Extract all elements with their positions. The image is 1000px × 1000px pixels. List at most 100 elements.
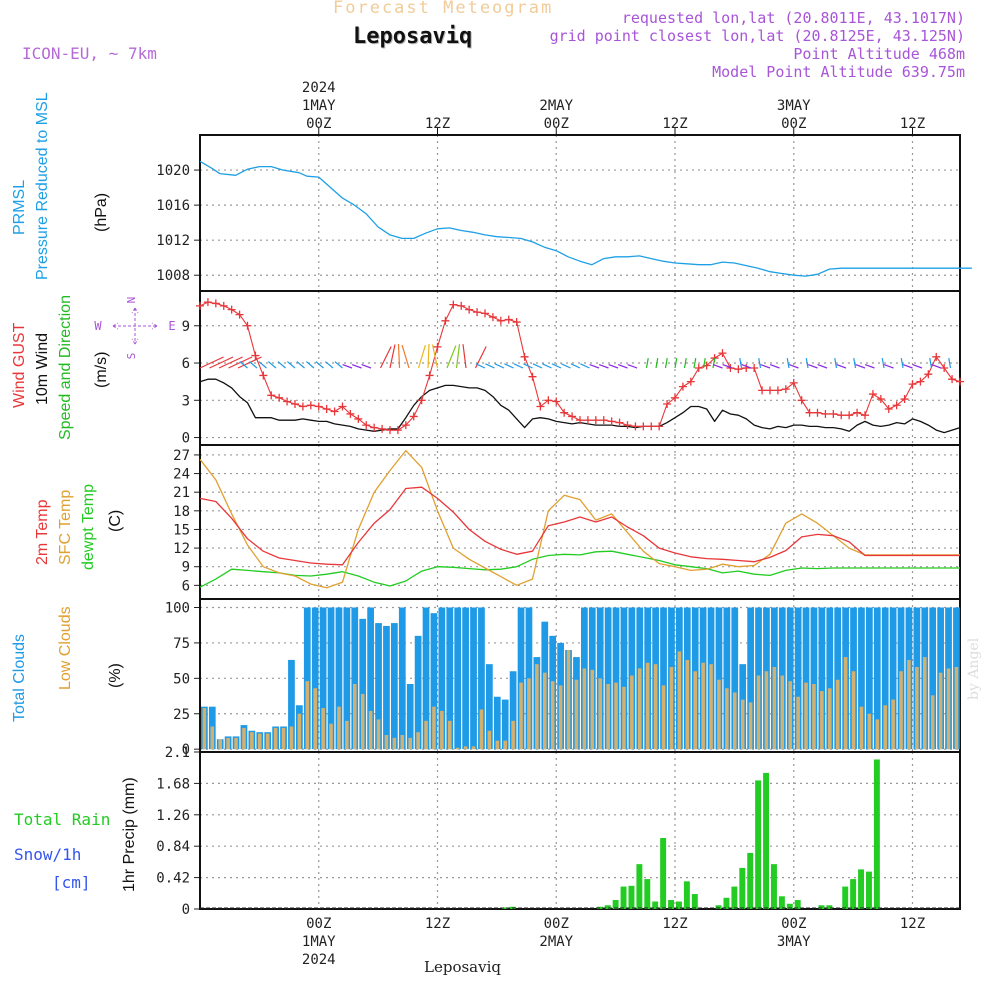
total-clouds-bar [715, 607, 723, 750]
model-label: ICON-EU, ~ 7km [22, 44, 157, 63]
gust-marker [227, 305, 236, 314]
rain-bar [739, 867, 746, 909]
gust-marker [639, 422, 648, 431]
low-clouds-bar [598, 678, 602, 750]
gust-marker [599, 416, 608, 425]
gust-marker [734, 365, 743, 374]
wind-direction-arrow [209, 356, 234, 369]
wind-direction-arrow [551, 363, 562, 369]
y-tick-label: 1012 [156, 233, 190, 249]
compass-rose [112, 307, 158, 345]
low-clouds-bar [519, 682, 523, 750]
low-clouds-bar [938, 672, 943, 750]
temp-2m-line [199, 486, 960, 566]
y-tick-label: 9 [182, 560, 190, 576]
low-clouds-bar [527, 678, 531, 750]
total-clouds-bar [612, 607, 620, 750]
wind-direction-arrow [739, 358, 743, 369]
wind-direction-arrow [664, 358, 668, 369]
time-day-label: 3MAY [777, 934, 811, 950]
wind-direction-arrow [305, 361, 315, 369]
low-clouds-bar [471, 746, 476, 750]
total-clouds-bar [454, 607, 462, 750]
rain-bar [786, 903, 793, 909]
wind-direction-arrow [542, 363, 552, 369]
low-clouds-bar [353, 684, 357, 750]
low-clouds-bar [820, 691, 824, 750]
rain-bar [660, 837, 667, 909]
gust-marker [417, 396, 426, 405]
gust-marker [393, 426, 402, 435]
y-tick-label: 1020 [156, 163, 190, 179]
gust-marker [504, 315, 513, 324]
gust-marker [465, 305, 474, 314]
pressure-label: Pressure Reduced to MSL [34, 92, 51, 280]
total-clouds-bar [383, 625, 390, 750]
wind-direction-arrow [218, 356, 243, 369]
gust-marker [401, 421, 410, 430]
gust-marker [853, 408, 862, 417]
wind-direction-arrow [929, 358, 933, 369]
low-clouds-bar [740, 699, 745, 750]
gust-marker [481, 309, 489, 318]
low-clouds-bar [661, 685, 666, 750]
total-clouds-bar [826, 607, 834, 750]
gust-marker [576, 416, 584, 425]
rain-bar [747, 852, 754, 909]
total-clouds-bar [478, 607, 485, 750]
gust-marker [473, 308, 482, 317]
gust-marker [583, 416, 592, 425]
total-clouds-bar [747, 607, 754, 750]
gust-marker [742, 364, 751, 372]
low-clouds-bar [875, 719, 880, 750]
wind-direction-arrow [296, 361, 305, 369]
low-clouds-bar [535, 664, 539, 750]
wind-direction-arrow [817, 364, 828, 369]
low-clouds-bar [669, 667, 674, 750]
total-clouds-bar [486, 664, 493, 750]
y-tick-label: 0.84 [156, 839, 190, 855]
wind-direction-arrow [570, 363, 581, 369]
wind-direction-arrow [286, 361, 296, 369]
low-clouds-bar [835, 679, 840, 750]
low-clouds-bar [677, 651, 682, 750]
low-clouds-bar [859, 706, 864, 750]
gust-marker [924, 370, 933, 379]
low-clouds-bar [313, 688, 317, 750]
wind-direction-arrow [239, 361, 248, 369]
wind-direction-arrow [674, 358, 678, 369]
total-clouds-bar [810, 607, 818, 750]
gust-marker [560, 408, 569, 417]
wind-direction-arrow [912, 364, 923, 369]
wind-direction-arrow [532, 363, 543, 369]
gust-marker [552, 397, 561, 406]
total-clouds-bar [422, 607, 430, 750]
gust-marker [306, 401, 315, 410]
gust-marker [678, 382, 687, 391]
wind-direction-arrow [627, 364, 638, 369]
wind-direction-arrow [485, 363, 495, 369]
gust-marker [900, 395, 909, 404]
gust-marker [758, 386, 767, 395]
low-clouds-bar [360, 693, 365, 750]
gust-marker [275, 393, 284, 402]
low-clouds-label: Low Clouds [57, 606, 74, 690]
gust-marker [330, 407, 339, 416]
gust-marker [544, 396, 553, 405]
gust-marker [338, 402, 347, 411]
y-tick-label: 6 [182, 356, 190, 372]
rain-bar [612, 900, 619, 909]
rain-bar [636, 864, 643, 909]
gust-marker [948, 375, 957, 384]
low-clouds-bar [796, 696, 800, 750]
low-clouds-bar [432, 706, 436, 750]
wind-direction-arrow [769, 364, 780, 369]
wind-direction-arrow [504, 363, 514, 369]
rain-bar [644, 879, 651, 909]
total-clouds-bar [873, 607, 881, 750]
total-clouds-bar [517, 607, 525, 750]
wind-direction-arrow [455, 344, 461, 369]
time-day-label: 1MAY [302, 98, 336, 114]
wind-direction-arrow [834, 358, 838, 369]
